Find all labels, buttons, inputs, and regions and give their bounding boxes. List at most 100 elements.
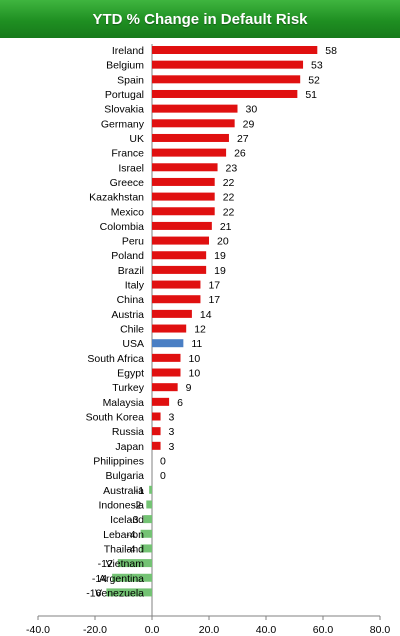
category-label: Mexico (111, 206, 144, 218)
value-label: 3 (169, 426, 175, 438)
category-label: Greece (110, 177, 145, 189)
bar (152, 177, 215, 186)
category-label: USA (122, 338, 144, 350)
bar (152, 251, 207, 260)
value-label: 22 (223, 192, 235, 204)
bar (152, 309, 192, 318)
category-label: Australia (103, 485, 144, 497)
category-label: Indonesia (98, 499, 144, 511)
category-label: Ireland (112, 45, 144, 57)
bar (152, 60, 304, 69)
value-label: 6 (177, 397, 183, 409)
category-label: South Africa (87, 353, 144, 365)
category-label: Spain (117, 74, 144, 86)
bar (112, 573, 152, 582)
category-label: Japan (115, 441, 144, 453)
x-tick-label: 40.0 (256, 624, 277, 636)
category-label: Malaysia (103, 397, 145, 409)
bar (152, 353, 181, 362)
x-tick-label: -40.0 (26, 624, 50, 636)
category-label: Belgium (106, 60, 144, 72)
bar (106, 588, 152, 597)
value-label: 19 (214, 250, 226, 262)
value-label: 10 (189, 368, 201, 380)
x-tick-label: -20.0 (83, 624, 107, 636)
bar (152, 207, 215, 216)
category-label: Peru (122, 236, 144, 248)
bar (152, 324, 187, 333)
bar (149, 485, 152, 494)
bar (140, 544, 152, 553)
category-label: Iceland (110, 514, 144, 526)
value-label: 17 (208, 280, 220, 292)
value-label: 26 (234, 148, 246, 160)
x-tick-label: 60.0 (313, 624, 334, 636)
value-label: -14 (92, 573, 107, 585)
value-label: 30 (246, 104, 258, 116)
value-label: 9 (186, 382, 192, 394)
bar-chart: -40.0 -20.0 0.0 20.0 40.0 60.0 80.0 Ireland 58 B… (26, 44, 390, 636)
category-label: Bulgaria (105, 470, 144, 482)
value-label: 21 (220, 221, 232, 233)
bar (152, 383, 178, 392)
bar (152, 75, 301, 84)
value-label: -2 (132, 499, 141, 511)
bar (152, 280, 201, 289)
category-label: Slovakia (104, 104, 144, 116)
bar (152, 104, 238, 113)
bar (152, 192, 215, 201)
bar (140, 529, 152, 538)
bar (152, 163, 218, 172)
value-label: -1 (135, 485, 144, 497)
bar (152, 295, 201, 304)
value-label: 19 (214, 265, 226, 277)
bar (117, 559, 152, 568)
bar (152, 221, 212, 230)
bars-layer (106, 46, 318, 597)
value-label: 17 (208, 294, 220, 306)
category-label: Russia (112, 426, 144, 438)
category-label: Colombia (100, 221, 145, 233)
value-label: 53 (311, 60, 323, 72)
category-label: Italy (125, 280, 145, 292)
labels-layer: Ireland 58 Belgium 53 Spain 52 Portugal 51 Slova… (86, 45, 338, 599)
value-label: 3 (169, 412, 175, 424)
bar (152, 89, 298, 98)
x-tick-label: 80.0 (370, 624, 391, 636)
bar (152, 236, 209, 245)
bar (152, 397, 170, 406)
bar (152, 427, 161, 436)
value-label: 22 (223, 177, 235, 189)
category-label: Germany (101, 118, 145, 130)
bar-highlight (152, 339, 184, 348)
value-label: 27 (237, 133, 249, 145)
category-label: Thailand (104, 543, 144, 555)
value-label: 10 (189, 353, 201, 365)
axis-layer: -40.0 -20.0 0.0 20.0 40.0 60.0 80.0 (26, 44, 390, 636)
value-label: 11 (191, 338, 202, 350)
category-label: Philippines (93, 455, 144, 467)
chart-title: YTD % Change in Default Risk (0, 0, 400, 38)
category-label: Lebanon (103, 529, 144, 541)
category-label: Venezuela (95, 587, 144, 599)
value-label: 52 (308, 74, 320, 86)
value-label: -4 (126, 543, 135, 555)
bar (143, 515, 152, 524)
category-label: Austria (111, 309, 144, 321)
value-label: 14 (200, 309, 212, 321)
bar (152, 148, 227, 157)
value-label: 12 (194, 324, 206, 336)
category-label: Egypt (117, 368, 144, 380)
value-label: 23 (226, 162, 238, 174)
category-label: China (117, 294, 145, 306)
bar (152, 412, 161, 421)
category-label: Argentina (99, 573, 144, 585)
bar (152, 368, 181, 377)
bar (152, 119, 235, 128)
category-label: Chile (120, 324, 144, 336)
value-label: -12 (98, 558, 113, 570)
category-label: France (111, 148, 144, 160)
x-tick-label: 20.0 (199, 624, 220, 636)
value-label: 0 (160, 470, 166, 482)
